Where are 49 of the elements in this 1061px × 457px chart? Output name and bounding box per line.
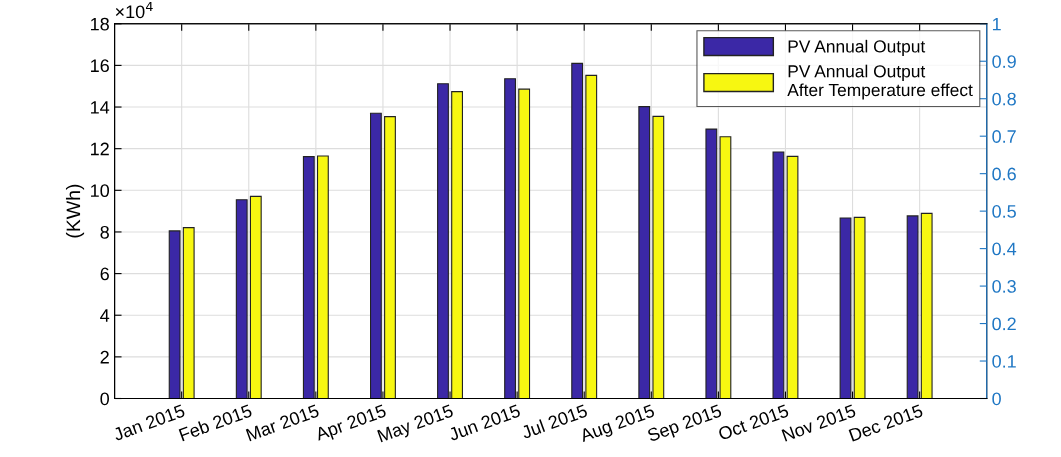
- bar: [451, 91, 463, 399]
- bar: [652, 115, 665, 399]
- y-tick-label: 12: [91, 142, 109, 156]
- bar: [249, 195, 262, 399]
- y-tick-label: 8: [100, 225, 109, 239]
- bar: [920, 212, 933, 399]
- bar: [772, 151, 785, 399]
- y-axis-title: (KWh): [65, 184, 85, 238]
- y2-tick-label: 0.5: [992, 205, 1016, 218]
- y-tick-label: 4: [100, 309, 110, 322]
- y2-tick-label: 1: [992, 17, 1001, 31]
- bar: [504, 78, 516, 399]
- bar: [786, 155, 799, 399]
- bar: [853, 216, 866, 399]
- bar: [571, 62, 584, 399]
- bar: [384, 116, 396, 399]
- bar: [182, 227, 195, 399]
- bar: [638, 106, 651, 399]
- bar: [437, 83, 449, 399]
- y-tick-label: 2: [100, 350, 109, 364]
- y2-tick-label: 0.7: [992, 130, 1016, 143]
- legend-label: PV Annual Output After Temperature effect: [787, 64, 973, 100]
- y-tick-label: 18: [91, 17, 109, 31]
- y2-tick-label: 0.4: [992, 242, 1017, 256]
- bar: [369, 112, 382, 399]
- y2-tick-label: 0.8: [992, 92, 1016, 106]
- bar: [518, 88, 531, 399]
- y-tick-label: 16: [91, 59, 109, 73]
- y-tick-label: 0: [100, 392, 110, 406]
- y2-tick-label: 0.6: [992, 167, 1016, 181]
- bar: [839, 217, 852, 399]
- y2-tick-label: 0: [992, 392, 1001, 406]
- y2-tick-label: 0.3: [992, 280, 1016, 293]
- y2-tick-label: 0.1: [992, 354, 1016, 368]
- bar: [316, 155, 329, 399]
- y-tick-label: 6: [100, 267, 109, 281]
- text: ×10$^{4}$: [115, 1, 153, 19]
- bar: [302, 156, 315, 399]
- y2-tick-label: 0.9: [992, 55, 1016, 68]
- bar: [906, 215, 919, 399]
- legend-label: PV Annual Output: [788, 39, 926, 57]
- y-tick-label: 10: [91, 184, 110, 198]
- bar: [168, 230, 181, 399]
- y2-tick-label: 0.2: [992, 317, 1016, 331]
- bar: [585, 74, 598, 399]
- bar: [705, 128, 718, 399]
- bar: [719, 136, 732, 399]
- bar: [235, 199, 248, 399]
- y-tick-label: 14: [91, 101, 110, 114]
